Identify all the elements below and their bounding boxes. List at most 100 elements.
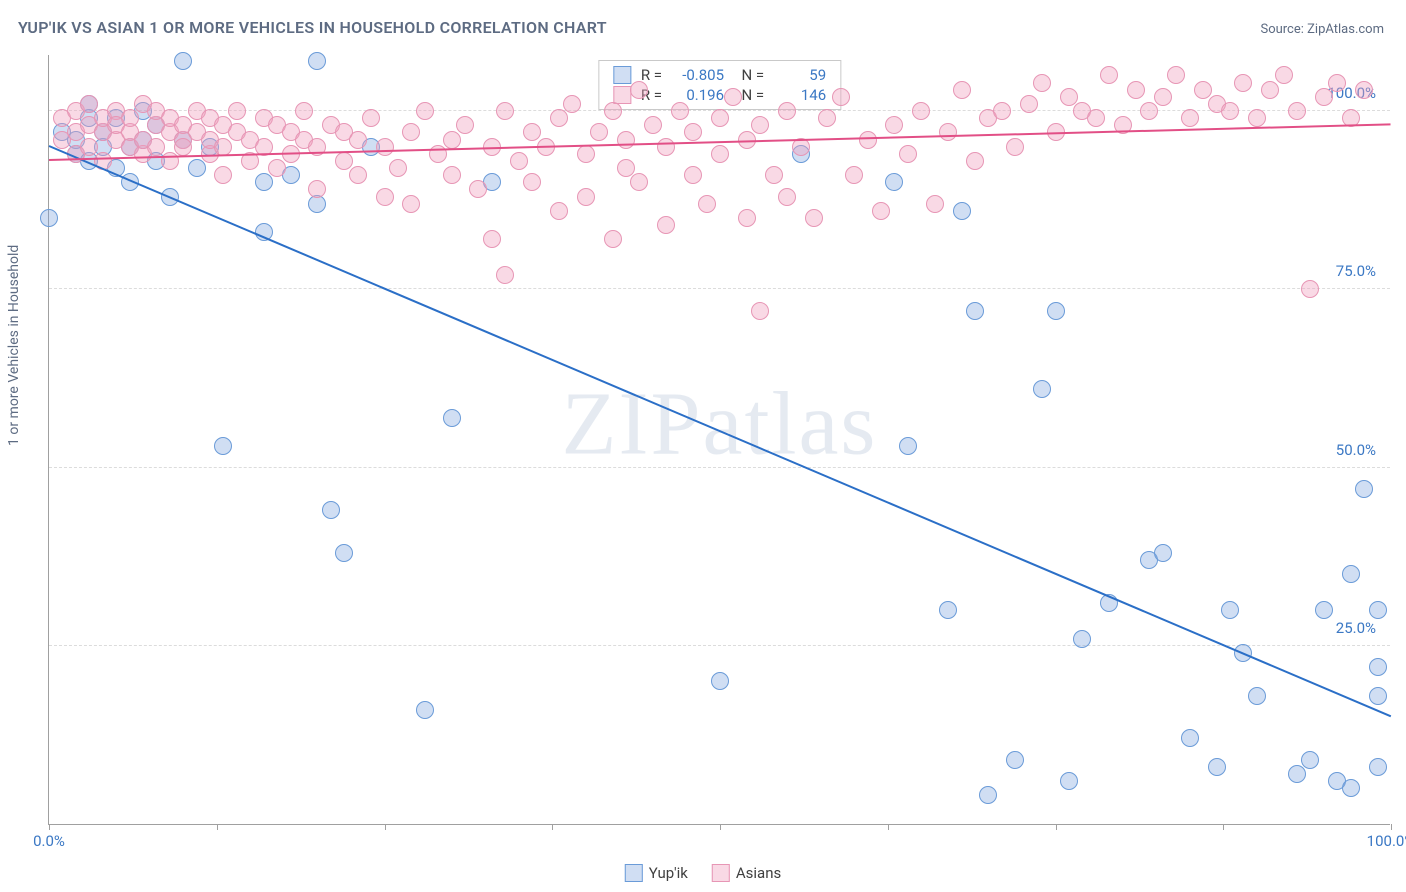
- gridline: [49, 467, 1390, 468]
- x-tick: [1391, 824, 1392, 830]
- data-point: [376, 138, 394, 156]
- data-point: [188, 159, 206, 177]
- data-point: [1342, 779, 1360, 797]
- data-point: [711, 109, 729, 127]
- data-point: [1073, 630, 1091, 648]
- data-point: [121, 109, 139, 127]
- data-point: [872, 202, 890, 220]
- n-value-asians: 146: [774, 86, 826, 104]
- data-point: [1369, 658, 1387, 676]
- x-tick: [552, 824, 553, 830]
- data-point: [40, 209, 58, 227]
- data-point: [1060, 772, 1078, 790]
- data-point: [778, 102, 796, 120]
- x-tick-label: 0.0%: [33, 832, 65, 850]
- data-point: [604, 102, 622, 120]
- data-point: [1234, 74, 1252, 92]
- data-point: [966, 302, 984, 320]
- y-axis-label: 1 or more Vehicles in Household: [6, 245, 22, 446]
- data-point: [335, 544, 353, 562]
- data-point: [1369, 601, 1387, 619]
- legend-swatch-asians: [712, 864, 730, 882]
- data-point: [174, 138, 192, 156]
- data-point: [1140, 102, 1158, 120]
- data-point: [268, 159, 286, 177]
- data-point: [376, 188, 394, 206]
- data-point: [80, 95, 98, 113]
- x-tick: [720, 824, 721, 830]
- data-point: [577, 188, 595, 206]
- data-point: [1047, 302, 1065, 320]
- data-point: [349, 131, 367, 149]
- data-point: [308, 180, 326, 198]
- data-point: [885, 116, 903, 134]
- data-point: [939, 123, 957, 141]
- data-point: [443, 409, 461, 427]
- data-point: [577, 145, 595, 163]
- legend-item-yupik: Yup'ik: [625, 864, 688, 882]
- plot-area: ZIPatlas R = -0.805 N = 59 R = 0.196 N =…: [48, 55, 1390, 825]
- data-point: [214, 166, 232, 184]
- data-point: [630, 173, 648, 191]
- data-point: [1181, 109, 1199, 127]
- data-point: [483, 230, 501, 248]
- data-point: [1369, 687, 1387, 705]
- data-point: [1288, 102, 1306, 120]
- data-point: [805, 209, 823, 227]
- data-point: [1261, 81, 1279, 99]
- legend-swatch-yupik: [625, 864, 643, 882]
- data-point: [362, 109, 380, 127]
- data-point: [926, 195, 944, 213]
- data-point: [1020, 95, 1038, 113]
- data-point: [1221, 601, 1239, 619]
- data-point: [147, 138, 165, 156]
- data-point: [604, 230, 622, 248]
- x-tick: [385, 824, 386, 830]
- data-point: [617, 159, 635, 177]
- data-point: [912, 102, 930, 120]
- data-point: [1315, 88, 1333, 106]
- data-point: [765, 166, 783, 184]
- data-point: [1154, 88, 1172, 106]
- x-tick: [49, 824, 50, 830]
- data-point: [1167, 66, 1185, 84]
- data-point: [443, 131, 461, 149]
- x-tick: [888, 824, 889, 830]
- trend-line: [49, 145, 1392, 717]
- data-point: [684, 166, 702, 184]
- data-point: [1060, 88, 1078, 106]
- data-point: [1248, 109, 1266, 127]
- n-value-yupik: 59: [774, 66, 826, 84]
- data-point: [523, 173, 541, 191]
- data-point: [751, 116, 769, 134]
- data-point: [818, 109, 836, 127]
- bottom-legend: Yup'ik Asians: [625, 864, 781, 882]
- data-point: [443, 166, 461, 184]
- data-point: [416, 102, 434, 120]
- gridline: [49, 288, 1390, 289]
- data-point: [1288, 765, 1306, 783]
- data-point: [953, 81, 971, 99]
- data-point: [1194, 81, 1212, 99]
- r-value-yupik: -0.805: [672, 66, 724, 84]
- chart-container: YUP'IK VS ASIAN 1 OR MORE VEHICLES IN HO…: [0, 0, 1406, 892]
- x-tick: [1223, 824, 1224, 830]
- data-point: [1369, 758, 1387, 776]
- data-point: [1006, 138, 1024, 156]
- source-label: Source: ZipAtlas.com: [1260, 22, 1384, 37]
- data-point: [939, 601, 957, 619]
- legend-label-yupik: Yup'ik: [649, 864, 688, 882]
- data-point: [617, 131, 635, 149]
- data-point: [1328, 74, 1346, 92]
- data-point: [966, 152, 984, 170]
- data-point: [738, 209, 756, 227]
- data-point: [456, 116, 474, 134]
- data-point: [214, 437, 232, 455]
- data-point: [416, 701, 434, 719]
- data-point: [469, 180, 487, 198]
- data-point: [644, 116, 662, 134]
- gridline: [49, 645, 1390, 646]
- data-point: [630, 81, 648, 99]
- data-point: [80, 138, 98, 156]
- data-point: [389, 159, 407, 177]
